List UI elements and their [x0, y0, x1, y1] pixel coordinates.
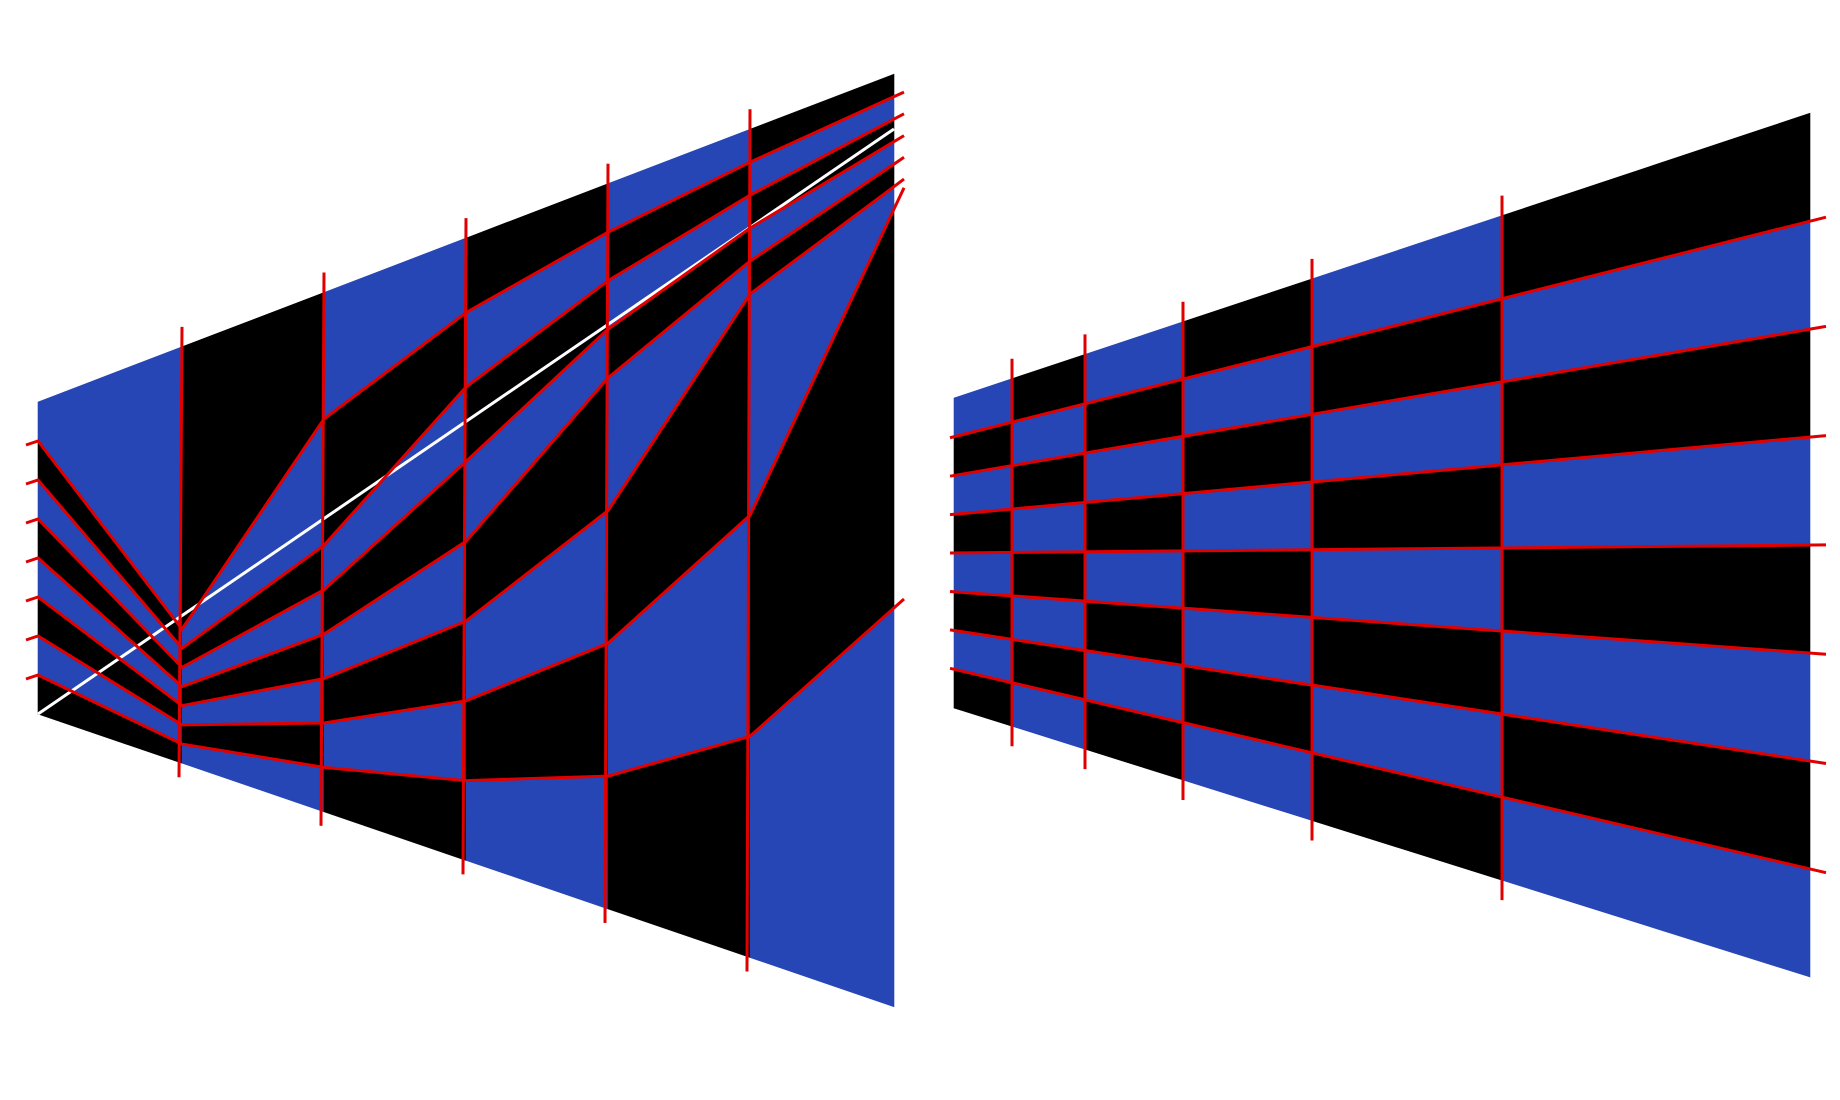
left-grid-column-line [745, 109, 752, 972]
right-grid-row-line [949, 666, 1827, 875]
left-checkerboard-panel [25, 73, 906, 1008]
right-tile [1182, 549, 1313, 618]
left-grid-column-line [603, 163, 610, 923]
right-checkerboard-panel [949, 112, 1827, 978]
right-tile [1011, 551, 1086, 602]
left-grid-row-line [25, 177, 905, 708]
right-tile [1084, 550, 1184, 609]
left-grid-row-line [25, 597, 905, 783]
left-grid-column-line [319, 272, 326, 826]
right-tile [953, 552, 1013, 597]
right-grid-row-line [949, 589, 1827, 656]
right-grid-row-line [949, 324, 1827, 478]
right-tile [953, 508, 1013, 554]
right-grid-row-line [949, 434, 1827, 517]
right-grid-row-line [949, 543, 1827, 555]
left-grid-column-line [177, 326, 184, 778]
right-grid-row-line [949, 215, 1827, 440]
left-grid-row-line [25, 187, 906, 727]
right-tile [1011, 502, 1086, 553]
right-grid-row-line [949, 628, 1827, 765]
left-grid-column-line [461, 218, 468, 875]
